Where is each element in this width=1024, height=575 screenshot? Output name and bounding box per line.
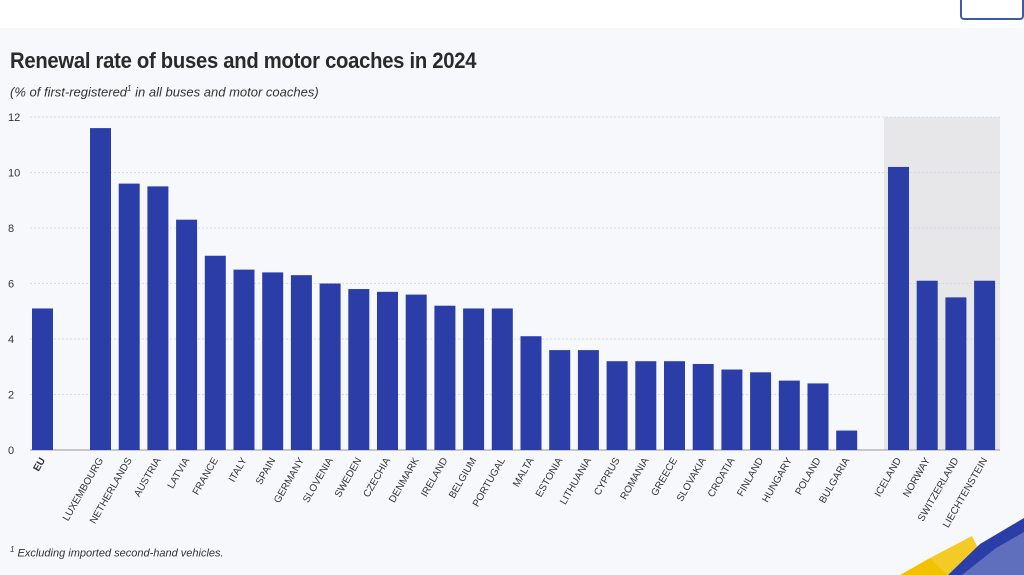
bar-hungary [778, 380, 800, 450]
x-tick-label-eu: EU [32, 456, 48, 474]
bar-sweden [348, 289, 370, 450]
bar-greece [664, 361, 685, 450]
x-tick-label-spain: SPAIN [254, 456, 278, 487]
bar-lithuania [577, 350, 599, 450]
footnote-text: Excluding imported second-hand vehicles. [14, 547, 224, 560]
bar-liechtenstein [974, 280, 996, 450]
y-tick-label: 0 [8, 445, 14, 457]
x-tick-label-belgium: BELGIUM [447, 456, 479, 500]
subtitle-footnote-marker: 1 [127, 84, 132, 93]
y-tick-label: 2 [8, 390, 14, 402]
bar-luxembourg [90, 128, 111, 450]
bar-france [204, 255, 226, 450]
x-tick-label-greece: GREECE [649, 456, 680, 498]
y-tick-label: 12 [8, 112, 20, 124]
chart-title: Renewal rate of buses and motor coaches … [10, 48, 477, 73]
x-tick-label-slovenia: SLOVENIA [301, 456, 336, 505]
x-tick-label-estonia: ESTONIA [534, 456, 566, 500]
top-bar [0, 0, 1024, 28]
bar-cyprus [606, 361, 628, 450]
chart-panel [0, 28, 1024, 575]
y-tick-label: 6 [8, 279, 14, 291]
x-tick-label-slovakia: SLOVAKIA [675, 456, 709, 504]
bar-iceland [888, 166, 909, 450]
x-tick-label-bulgaria: BULGARIA [817, 456, 852, 506]
x-tick-label-hungary: HUNGARY [760, 456, 795, 505]
x-tick-label-iceland: ICELAND [873, 456, 904, 499]
bar-netherlands [118, 183, 140, 450]
x-tick-label-finland: FINLAND [735, 456, 766, 499]
footnote-marker: 1 [10, 545, 15, 554]
bar-estonia [549, 350, 571, 450]
x-tick-label-poland: POLAND [794, 456, 824, 497]
x-tick-label-croatia: CROATIA [706, 456, 738, 500]
x-tick-label-malta: MALTA [511, 456, 537, 489]
bar-poland [807, 383, 829, 450]
bar-bulgaria [836, 430, 858, 450]
bar-slovenia [319, 283, 341, 450]
x-tick-label-france: FRANCE [191, 456, 221, 497]
x-tick-label-norway: NORWAY [901, 456, 933, 500]
x-tick-label-denmark: DENMARK [387, 456, 422, 505]
bar-ireland [434, 305, 456, 450]
bar-spain [262, 272, 284, 450]
bar-italy [233, 269, 255, 450]
footnote: 1 Excluding imported second-hand vehicle… [10, 545, 224, 560]
bar-switzerland [945, 297, 967, 450]
subtitle-text-start: (% of first-registered [10, 84, 128, 100]
subtitle-text-end: in all buses and motor coaches) [131, 84, 319, 100]
x-tick-label-latvia: LATVIA [166, 456, 193, 491]
x-tick-label-romania: ROMANIA [619, 456, 652, 502]
y-tick-label: 8 [8, 223, 14, 235]
corner-button[interactable] [960, 0, 1024, 20]
bar-slovakia [692, 363, 714, 450]
bar-czechia [377, 291, 398, 450]
bar-finland [750, 372, 772, 450]
bar-germany [290, 275, 312, 450]
eurostat-logo [900, 518, 1024, 575]
x-tick-label-ireland: IRELAND [419, 456, 450, 499]
y-tick-label: 10 [8, 168, 20, 180]
bar-croatia [721, 369, 743, 450]
x-tick-label-czechia: CZECHIA [362, 456, 394, 500]
bar-norway [916, 280, 938, 450]
y-tick-label: 4 [8, 334, 14, 346]
x-tick-label-sweden: SWEDEN [333, 456, 364, 500]
x-tick-label-cyprus: CYPRUS [592, 456, 623, 498]
bar-belgium [463, 308, 485, 450]
x-tick-label-austria: AUSTRIA [132, 456, 163, 499]
chart-subtitle: (% of first-registered1 in all buses and… [10, 84, 319, 99]
x-tick-label-italy: ITALY [227, 456, 250, 485]
bar-portugal [491, 308, 513, 450]
bar-austria [147, 186, 169, 450]
bar-denmark [405, 294, 427, 450]
bar-malta [520, 336, 542, 450]
bar-romania [635, 361, 657, 450]
bar-eu [32, 308, 53, 450]
bar-latvia [176, 219, 198, 450]
